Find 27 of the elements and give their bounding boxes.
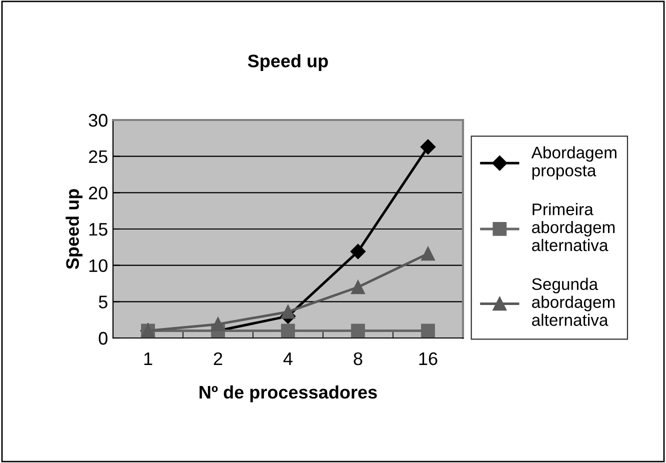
chart-title: Speed up bbox=[248, 54, 328, 71]
point bbox=[421, 324, 435, 338]
y-tick-label: 30 bbox=[88, 114, 108, 127]
y-tick-label: 25 bbox=[88, 150, 108, 164]
x-tick-label: 8 bbox=[354, 352, 362, 366]
point bbox=[350, 244, 366, 260]
point bbox=[351, 324, 365, 338]
y-tick-label: 15 bbox=[89, 223, 108, 236]
y-tick-label: 5 bbox=[98, 296, 108, 308]
x-tick-label: 1 bbox=[144, 352, 152, 365]
point bbox=[281, 324, 295, 338]
y-tick-label: 10 bbox=[89, 259, 108, 272]
point bbox=[281, 304, 295, 319]
legend-label: Abordagem proposta bbox=[531, 146, 616, 180]
legend-label: Segunda abordagem alternativa bbox=[532, 278, 615, 326]
point bbox=[420, 139, 436, 154]
y-tick-label: 20 bbox=[88, 186, 108, 200]
x-tick-label: 2 bbox=[214, 352, 222, 365]
legend-label: Primeira abordagem alternativa bbox=[532, 203, 615, 252]
x-axis-title: Nº de processadores bbox=[200, 385, 377, 402]
point bbox=[211, 317, 225, 332]
y-axis-title: Speed up bbox=[66, 189, 82, 270]
y-tick-label: 0 bbox=[98, 332, 108, 345]
x-tick-label: 4 bbox=[283, 352, 292, 365]
point bbox=[421, 246, 435, 261]
point bbox=[351, 280, 365, 294]
x-tick-label: 16 bbox=[419, 352, 438, 366]
